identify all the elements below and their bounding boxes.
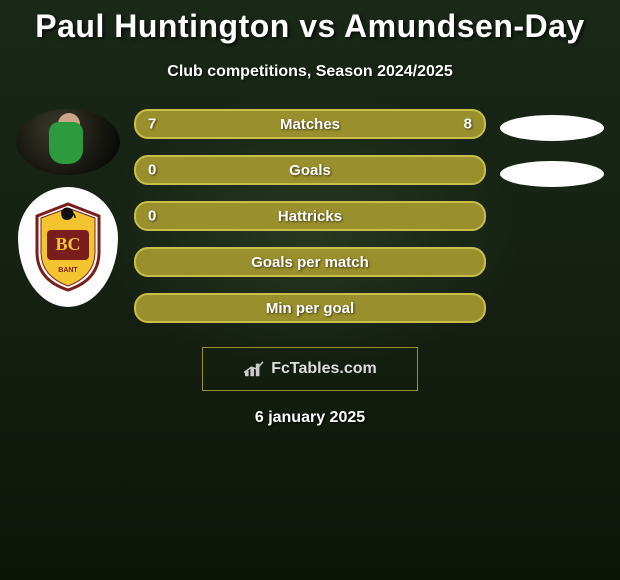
left-club-badge: BC BANT (18, 187, 118, 307)
right-player-column (492, 109, 612, 187)
right-player-silhouette (500, 115, 604, 141)
club-badge-icon: BC BANT (33, 202, 103, 292)
watermark: FcTables.com (202, 347, 418, 391)
stat-label: Goals (289, 162, 331, 179)
stat-label: Matches (280, 116, 340, 133)
left-player-photo (16, 109, 120, 175)
stat-bar-hattricks: 0 Hattricks (134, 201, 486, 231)
subtitle: Club competitions, Season 2024/2025 (0, 63, 620, 81)
svg-text:BANT: BANT (58, 267, 78, 274)
stat-label: Goals per match (251, 254, 369, 271)
bars-icon (243, 360, 265, 378)
stat-bar-matches: 7 Matches 8 (134, 109, 486, 139)
stat-bar-min-per-goal: Min per goal (134, 293, 486, 323)
main-row: BC BANT 7 Matches 8 0 Goals 0 Hattricks (0, 109, 620, 339)
watermark-text: FcTables.com (271, 360, 377, 378)
stat-left-value: 0 (148, 162, 156, 179)
stats-bars: 7 Matches 8 0 Goals 0 Hattricks Goals pe… (128, 109, 492, 339)
stat-left-value: 0 (148, 208, 156, 225)
left-player-column: BC BANT (8, 109, 128, 307)
stat-label: Min per goal (266, 300, 354, 317)
page-title: Paul Huntington vs Amundsen-Day (0, 8, 620, 45)
stat-bar-goals: 0 Goals (134, 155, 486, 185)
comparison-infographic: Paul Huntington vs Amundsen-Day Club com… (0, 0, 620, 580)
date-label: 6 january 2025 (0, 409, 620, 427)
left-player-photo-inner (16, 109, 120, 175)
stat-label: Hattricks (278, 208, 342, 225)
stat-left-value: 7 (148, 116, 156, 133)
stat-right-value: 8 (464, 116, 472, 133)
stat-bar-goals-per-match: Goals per match (134, 247, 486, 277)
svg-text:BC: BC (55, 234, 80, 254)
right-club-silhouette (500, 161, 604, 187)
